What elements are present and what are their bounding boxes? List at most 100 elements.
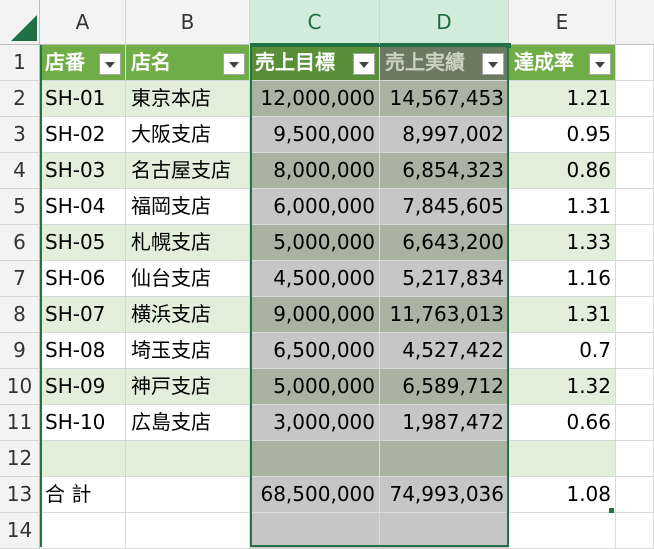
sales-actual-cell[interactable]: 1,987,472: [380, 405, 509, 441]
filter-dropdown-icon[interactable]: [223, 53, 245, 75]
column-header-e[interactable]: E: [509, 0, 616, 45]
row-header[interactable]: 8: [0, 297, 40, 333]
store-id-cell[interactable]: SH-05: [40, 225, 126, 261]
sales-actual-cell[interactable]: 14,567,453: [380, 81, 509, 117]
store-id-cell[interactable]: SH-04: [40, 189, 126, 225]
empty-cell[interactable]: [250, 513, 380, 549]
store-id-cell[interactable]: [40, 441, 126, 477]
select-all-button[interactable]: [0, 0, 40, 45]
header-cell-achievement-rate[interactable]: 達成率: [509, 45, 616, 81]
selection-handle-top[interactable]: [506, 43, 511, 48]
store-id-cell[interactable]: SH-02: [40, 117, 126, 153]
row-header[interactable]: 4: [0, 153, 40, 189]
achievement-rate-cell[interactable]: 1.31: [509, 297, 616, 333]
store-id-cell[interactable]: SH-09: [40, 369, 126, 405]
empty-cell[interactable]: [616, 261, 654, 297]
total-sales-actual-cell[interactable]: 74,993,036: [380, 477, 509, 513]
achievement-rate-cell[interactable]: 1.21: [509, 81, 616, 117]
empty-cell[interactable]: [616, 513, 654, 549]
empty-cell[interactable]: [126, 513, 250, 549]
filter-dropdown-icon[interactable]: [99, 53, 121, 75]
empty-cell[interactable]: [616, 477, 654, 513]
row-header[interactable]: 2: [0, 81, 40, 117]
empty-cell[interactable]: [616, 81, 654, 117]
store-name-cell[interactable]: 仙台支店: [126, 261, 250, 297]
empty-cell[interactable]: [616, 297, 654, 333]
sales-actual-cell[interactable]: 8,997,002: [380, 117, 509, 153]
sales-target-cell[interactable]: 4,500,000: [250, 261, 380, 297]
sales-target-cell[interactable]: 6,000,000: [250, 189, 380, 225]
store-name-cell[interactable]: 横浜支店: [126, 297, 250, 333]
empty-cell[interactable]: [509, 513, 616, 549]
store-name-cell[interactable]: 大阪支店: [126, 117, 250, 153]
store-name-cell[interactable]: 福岡支店: [126, 189, 250, 225]
achievement-rate-cell[interactable]: 0.66: [509, 405, 616, 441]
header-cell-sales-actual[interactable]: 売上実績: [380, 45, 509, 81]
achievement-rate-cell[interactable]: [509, 441, 616, 477]
sales-target-cell[interactable]: 12,000,000: [250, 81, 380, 117]
store-id-cell[interactable]: SH-07: [40, 297, 126, 333]
store-name-cell[interactable]: 広島支店: [126, 405, 250, 441]
sales-actual-cell[interactable]: 6,643,200: [380, 225, 509, 261]
sales-actual-cell[interactable]: 5,217,834: [380, 261, 509, 297]
achievement-rate-cell[interactable]: 1.31: [509, 189, 616, 225]
empty-cell[interactable]: [380, 513, 509, 549]
filter-dropdown-icon[interactable]: [353, 53, 375, 75]
store-id-cell[interactable]: SH-01: [40, 81, 126, 117]
store-name-cell[interactable]: 札幌支店: [126, 225, 250, 261]
sales-target-cell[interactable]: 8,000,000: [250, 153, 380, 189]
sales-actual-cell[interactable]: 7,845,605: [380, 189, 509, 225]
store-id-cell[interactable]: SH-08: [40, 333, 126, 369]
store-id-cell[interactable]: SH-10: [40, 405, 126, 441]
empty-cell[interactable]: [616, 45, 654, 81]
empty-cell[interactable]: [40, 513, 126, 549]
total-achievement-rate-cell[interactable]: 1.08: [509, 477, 616, 513]
sales-actual-cell[interactable]: 6,589,712: [380, 369, 509, 405]
row-header[interactable]: 5: [0, 189, 40, 225]
achievement-rate-cell[interactable]: 1.32: [509, 369, 616, 405]
empty-cell[interactable]: [616, 405, 654, 441]
empty-cell[interactable]: [616, 117, 654, 153]
column-header-d[interactable]: D: [380, 0, 509, 45]
achievement-rate-cell[interactable]: 1.16: [509, 261, 616, 297]
empty-cell[interactable]: [616, 369, 654, 405]
store-id-cell[interactable]: SH-03: [40, 153, 126, 189]
column-header-a[interactable]: A: [40, 0, 126, 45]
row-header[interactable]: 9: [0, 333, 40, 369]
sales-target-cell[interactable]: 5,000,000: [250, 369, 380, 405]
row-header[interactable]: 3: [0, 117, 40, 153]
achievement-rate-cell[interactable]: 0.86: [509, 153, 616, 189]
row-header[interactable]: 10: [0, 369, 40, 405]
achievement-rate-cell[interactable]: 1.33: [509, 225, 616, 261]
row-header[interactable]: 6: [0, 225, 40, 261]
store-name-cell[interactable]: 埼玉支店: [126, 333, 250, 369]
row-header[interactable]: 11: [0, 405, 40, 441]
row-header[interactable]: 1: [0, 45, 40, 81]
sales-target-cell[interactable]: 9,000,000: [250, 297, 380, 333]
filter-dropdown-icon[interactable]: [589, 53, 611, 75]
empty-cell[interactable]: [616, 225, 654, 261]
total-sales-target-cell[interactable]: 68,500,000: [250, 477, 380, 513]
row-header[interactable]: 14: [0, 513, 40, 549]
sales-actual-cell[interactable]: 11,763,013: [380, 297, 509, 333]
row-header[interactable]: 7: [0, 261, 40, 297]
table-resize-handle[interactable]: [609, 508, 614, 513]
sales-actual-cell[interactable]: 4,527,422: [380, 333, 509, 369]
row-header[interactable]: 13: [0, 477, 40, 513]
column-header-c[interactable]: C: [250, 0, 380, 45]
empty-cell[interactable]: [616, 333, 654, 369]
store-name-cell[interactable]: 名古屋支店: [126, 153, 250, 189]
sales-target-cell[interactable]: 3,000,000: [250, 405, 380, 441]
row-header[interactable]: 12: [0, 441, 40, 477]
empty-cell[interactable]: [616, 153, 654, 189]
column-header-f[interactable]: [616, 0, 654, 45]
total-store-id-cell[interactable]: 合 計: [40, 477, 126, 513]
store-name-cell[interactable]: 神戸支店: [126, 369, 250, 405]
column-header-b[interactable]: B: [126, 0, 250, 45]
store-name-cell[interactable]: [126, 441, 250, 477]
achievement-rate-cell[interactable]: 0.95: [509, 117, 616, 153]
sales-actual-cell[interactable]: [380, 441, 509, 477]
sales-actual-cell[interactable]: 6,854,323: [380, 153, 509, 189]
empty-cell[interactable]: [616, 441, 654, 477]
